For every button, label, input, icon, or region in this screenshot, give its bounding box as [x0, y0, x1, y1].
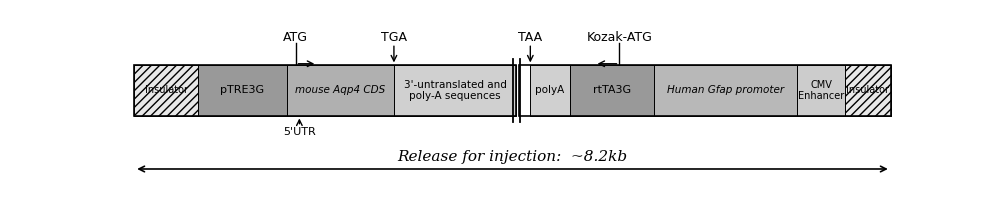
Text: rtTA3G: rtTA3G	[593, 85, 631, 95]
Text: pTRE3G: pTRE3G	[220, 85, 264, 95]
Text: ATG: ATG	[283, 31, 308, 44]
Bar	[845, 65, 891, 116]
Bar	[287, 65, 394, 116]
Bar	[198, 65, 287, 116]
Bar	[530, 65, 570, 116]
Text: mouse Aqp4 CDS: mouse Aqp4 CDS	[295, 85, 386, 95]
Text: 3'-untranslated and
poly-A sequences: 3'-untranslated and poly-A sequences	[404, 80, 507, 101]
Bar	[654, 65, 797, 116]
Text: Insulator: Insulator	[145, 85, 188, 95]
Text: polyA: polyA	[535, 85, 564, 95]
Bar	[394, 65, 516, 116]
Bar	[134, 65, 516, 116]
Text: CMV
Enhancer: CMV Enhancer	[798, 80, 844, 101]
Bar	[570, 65, 654, 116]
Text: Kozak-ATG: Kozak-ATG	[587, 31, 652, 44]
Text: Insulator: Insulator	[846, 85, 889, 95]
Text: 5'UTR: 5'UTR	[283, 126, 316, 137]
Bar	[797, 65, 845, 116]
Bar	[134, 65, 198, 116]
Text: Human Gfap promoter: Human Gfap promoter	[667, 85, 784, 95]
Text: Release for injection:  ~8.2kb: Release for injection: ~8.2kb	[397, 150, 628, 164]
Text: TGA: TGA	[381, 31, 407, 44]
Bar	[519, 65, 891, 116]
Text: TAA: TAA	[518, 31, 542, 44]
